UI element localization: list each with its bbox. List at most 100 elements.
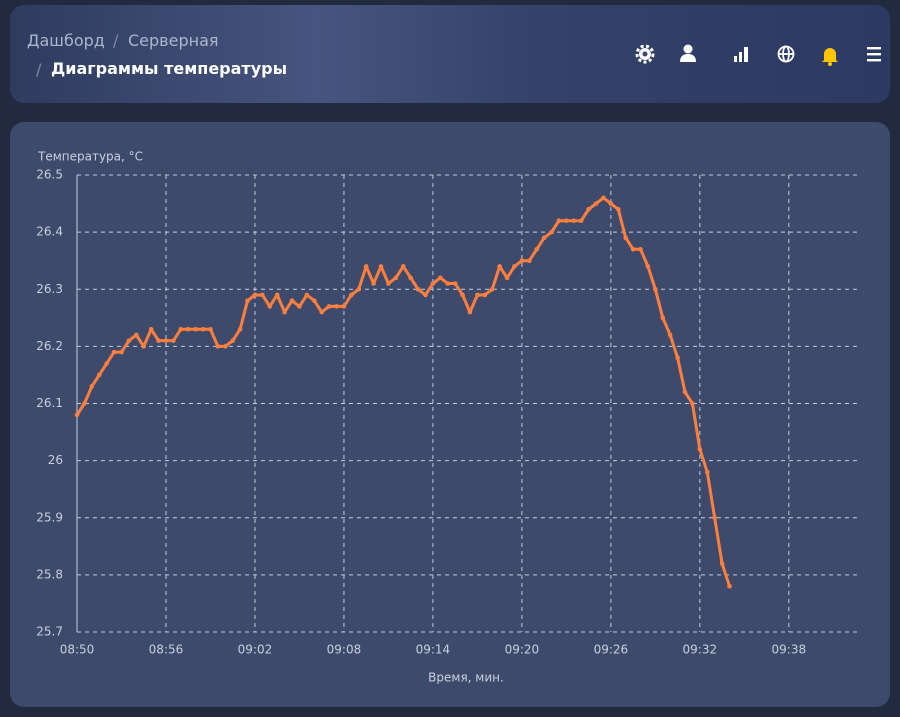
x-axis-label: Время, мин.: [428, 671, 504, 685]
data-point: [89, 384, 95, 389]
breadcrumb[interactable]: Серверная: [128, 31, 219, 50]
data-point: [282, 309, 287, 315]
x-tick-label: 09:14: [416, 643, 451, 657]
data-point: [148, 326, 154, 332]
data-point: [185, 326, 191, 332]
y-axis-label: Температура, °C: [37, 150, 143, 164]
y-tick-label: 26.2: [36, 339, 63, 353]
data-point: [452, 281, 458, 286]
data-point: [163, 338, 169, 343]
user-icon[interactable]: [680, 44, 696, 63]
globe-icon[interactable]: [777, 45, 795, 63]
data-point: [267, 304, 273, 309]
data-point: [82, 401, 87, 406]
data-point: [378, 264, 384, 269]
data-point: [504, 275, 510, 281]
data-point: [111, 349, 117, 355]
data-point: [400, 264, 406, 269]
y-tick-label: 26: [48, 453, 63, 467]
data-point: [119, 349, 124, 355]
data-point: [608, 201, 614, 206]
data-point: [438, 275, 443, 281]
data-point: [349, 292, 354, 298]
data-point: [534, 246, 540, 252]
data-point: [319, 309, 324, 315]
data-point: [252, 292, 258, 298]
y-tick-label: 26.4: [36, 225, 63, 239]
chart: Температура, °C Время, мин. 25.7 25.8 25.9…: [36, 150, 860, 685]
data-point: [497, 264, 502, 269]
data-point: [423, 292, 428, 298]
data-point: [638, 246, 643, 252]
data-point: [393, 275, 399, 281]
data-point: [645, 264, 651, 269]
data-point: [467, 309, 473, 315]
data-point: [593, 201, 599, 206]
x-tick-label: 09:32: [683, 643, 718, 657]
stats-icon[interactable]: [734, 47, 748, 62]
data-point: [141, 344, 147, 349]
x-tick-label: 09:02: [238, 643, 273, 657]
menu-icon[interactable]: [867, 47, 881, 62]
toolbar: [635, 44, 881, 66]
data-point: [178, 326, 184, 332]
data-point: [712, 515, 717, 521]
data-point: [237, 326, 243, 332]
x-tick-label: 09:20: [505, 643, 540, 657]
x-tick-label: 08:50: [60, 643, 95, 657]
data-point: [697, 446, 703, 452]
data-point: [489, 286, 495, 292]
data-point: [96, 372, 102, 378]
data-point: [719, 561, 725, 566]
data-point: [445, 281, 451, 286]
data-point: [386, 281, 391, 286]
data-point: [667, 332, 673, 338]
data-point: [653, 286, 658, 292]
series-line: [75, 196, 731, 587]
data-point: [274, 292, 280, 298]
data-point: [512, 264, 517, 269]
data-point: [527, 258, 532, 263]
x-tick-label: 09:26: [594, 643, 629, 657]
data-point: [200, 326, 206, 332]
data-point: [289, 298, 295, 303]
breadcrumb[interactable]: Дашборд: [27, 31, 105, 50]
data-point: [556, 218, 562, 223]
data-point: [541, 235, 547, 241]
data-point: [171, 338, 176, 343]
data-point: [371, 281, 376, 286]
settings-icon[interactable]: [635, 44, 655, 64]
data-point: [460, 292, 465, 298]
data-point: [408, 275, 413, 281]
data-point: [326, 304, 332, 309]
data-point: [245, 298, 250, 303]
data-point: [215, 344, 221, 349]
data-point: [104, 361, 109, 366]
y-tick-label: 25.7: [36, 625, 63, 639]
data-point: [482, 292, 488, 298]
x-tick-label: 08:56: [149, 643, 184, 657]
data-point: [363, 264, 369, 269]
chart-card: Температура, °C Время, мин. 25.7 25.8 25.9…: [10, 122, 890, 707]
data-point: [230, 338, 236, 343]
header: Дашборд / Серверная / Диаграммы температ…: [10, 5, 890, 103]
data-point: [727, 584, 732, 589]
y-tick-label: 26.3: [36, 282, 63, 296]
data-point: [334, 304, 339, 309]
data-point: [126, 338, 132, 343]
data-point: [304, 292, 310, 298]
data-point: [156, 338, 161, 343]
data-point: [660, 315, 666, 321]
data-point: [519, 258, 525, 263]
y-tick-label: 25.8: [36, 567, 63, 581]
data-point: [415, 286, 421, 292]
bell-icon[interactable]: [822, 48, 838, 66]
data-point: [341, 304, 347, 309]
data-point: [193, 326, 198, 332]
data-point: [571, 218, 577, 223]
data-point: [704, 469, 710, 475]
data-point: [564, 218, 569, 223]
x-tick-label: 09:08: [327, 643, 362, 657]
data-point: [601, 195, 606, 201]
y-tick-label: 26.1: [36, 396, 63, 410]
